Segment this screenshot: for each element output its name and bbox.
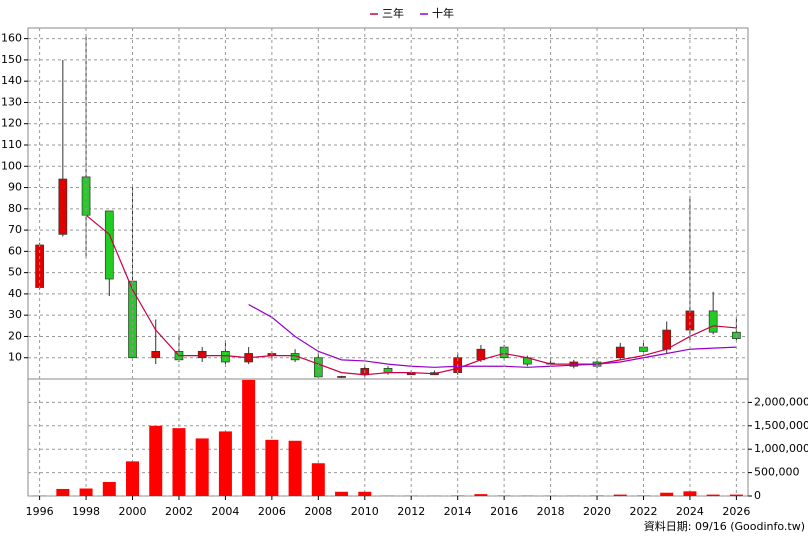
candle-body (663, 330, 671, 349)
volume-bar (707, 495, 720, 496)
volume-bar (289, 441, 302, 496)
candle-body (198, 351, 206, 357)
volume-bar (196, 438, 209, 496)
y-tick-label: 20 (8, 329, 22, 342)
volume-bar (242, 380, 255, 496)
candle-body (152, 351, 160, 357)
x-tick-label: 2002 (165, 505, 193, 518)
x-tick-label: 2024 (676, 505, 704, 518)
volume-bar (265, 440, 278, 496)
candle-body (616, 347, 624, 358)
volume-bar (126, 461, 139, 496)
x-tick-label: 2022 (629, 505, 657, 518)
volume-bar (219, 431, 232, 496)
candle-body (59, 179, 67, 234)
y-tick-label: 150 (1, 53, 22, 66)
y-tick-label: 2,000,000 (754, 395, 808, 408)
legend-label: 十年 (432, 6, 454, 20)
x-tick-label: 2014 (444, 505, 472, 518)
volume-bar (172, 428, 185, 496)
y-tick-label: 100 (1, 159, 22, 172)
y-tick-label: 10 (8, 351, 22, 364)
y-tick-label: 40 (8, 287, 22, 300)
candle-body (709, 311, 717, 332)
y-tick-label: 60 (8, 244, 22, 257)
y-tick-label: 70 (8, 223, 22, 236)
x-tick-label: 2010 (351, 505, 379, 518)
x-tick-label: 2012 (397, 505, 425, 518)
volume-bar (474, 494, 487, 496)
volume-bar (149, 426, 162, 496)
footer: 資料日期: 09/16 (Goodinfo.tw) (644, 519, 805, 533)
volume-bar (660, 493, 673, 496)
y-tick-label: 30 (8, 308, 22, 321)
x-tick-label: 2018 (537, 505, 565, 518)
y-tick-label: 110 (1, 138, 22, 151)
x-tick-label: 1996 (26, 505, 54, 518)
legend-label: 三年 (382, 6, 404, 20)
volume-bar (312, 463, 325, 496)
y-tick-label: 160 (1, 32, 22, 45)
x-tick-label: 2026 (722, 505, 750, 518)
x-tick-label: 2008 (304, 505, 332, 518)
y-tick-label: 80 (8, 202, 22, 215)
y-tick-label: 500,000 (754, 466, 800, 479)
candle-body (686, 311, 694, 330)
x-tick-label: 2004 (211, 505, 239, 518)
x-tick-label: 1998 (72, 505, 100, 518)
volume-bar (80, 489, 93, 496)
volume-bar (614, 495, 627, 496)
candle-body (477, 349, 485, 360)
volume-bar (335, 492, 348, 496)
candle-body (384, 368, 392, 372)
y-tick-label: 1,000,000 (754, 442, 808, 455)
y-tick-label: 0 (754, 489, 761, 502)
volume-bar (683, 491, 696, 496)
candle-body (338, 376, 346, 377)
y-tick-label: 120 (1, 117, 22, 130)
x-tick-label: 2006 (258, 505, 286, 518)
volume-bar (730, 495, 743, 496)
y-tick-label: 130 (1, 95, 22, 108)
volume-bar (103, 482, 116, 496)
y-tick-label: 140 (1, 74, 22, 87)
volume-bar (358, 492, 371, 496)
y-tick-label: 50 (8, 266, 22, 279)
y-tick-label: 90 (8, 181, 22, 194)
x-tick-label: 2016 (490, 505, 518, 518)
x-tick-label: 2000 (119, 505, 147, 518)
x-tick-label: 2020 (583, 505, 611, 518)
volume-bar (56, 489, 69, 496)
candle-body (105, 211, 113, 279)
y-tick-label: 1,500,000 (754, 419, 808, 432)
